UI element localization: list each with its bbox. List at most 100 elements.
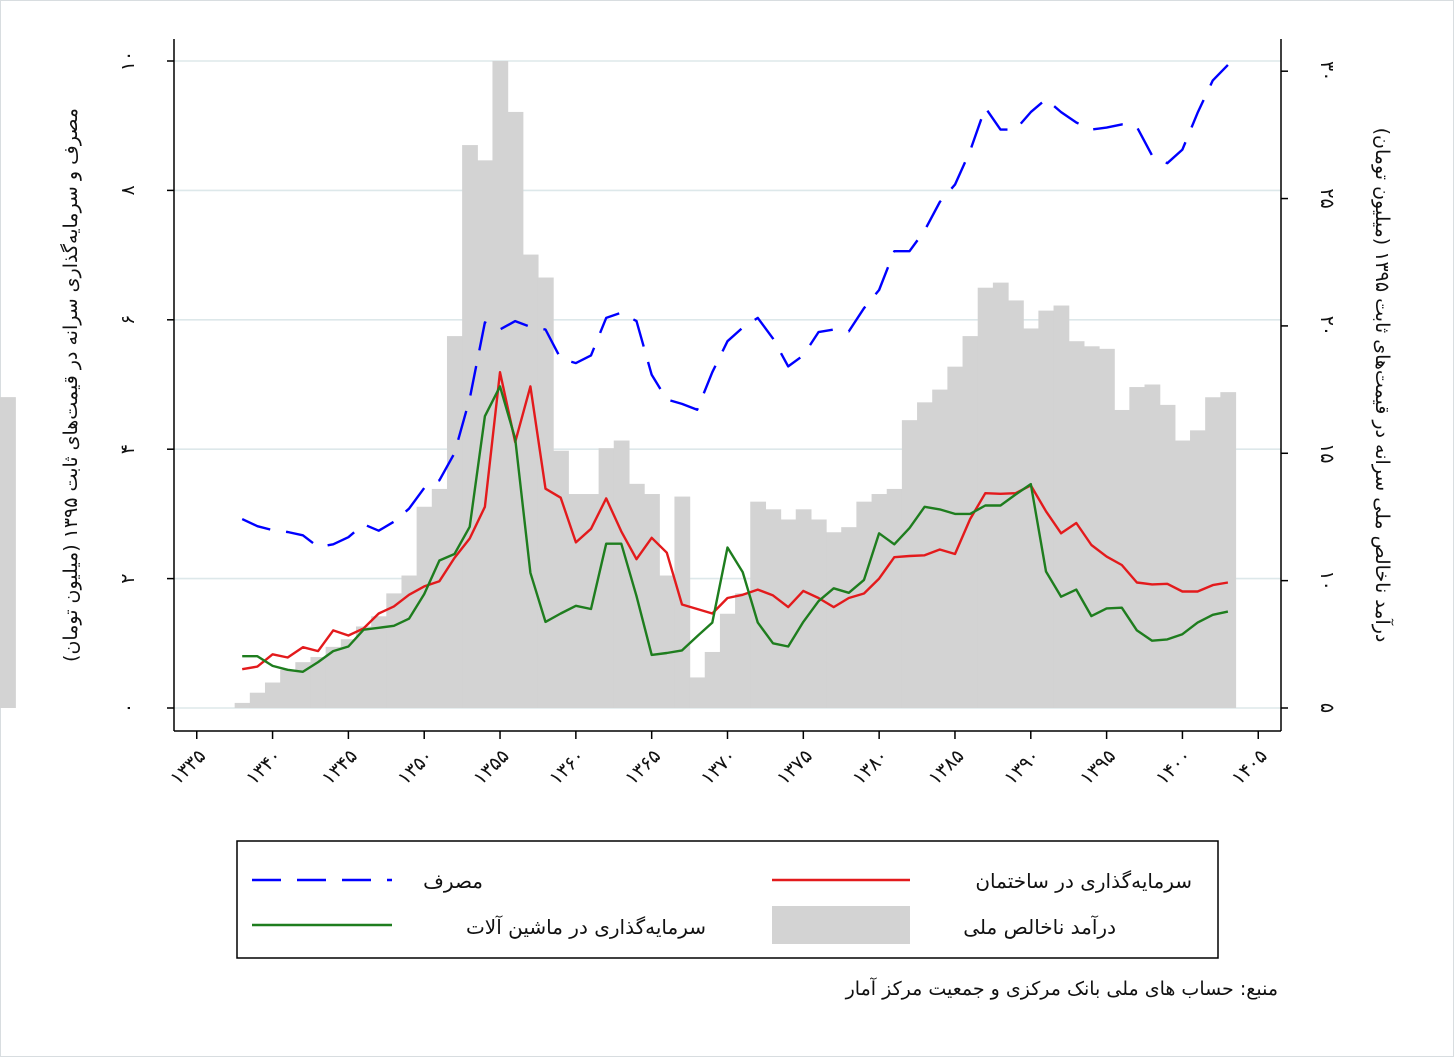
gni-bar (810, 519, 827, 708)
y-left-tick-label: ۶ (117, 315, 139, 325)
gni-bar (1114, 409, 1130, 708)
gni-bar (1220, 392, 1237, 708)
gni-bar (1144, 384, 1161, 708)
gni-bar (1008, 300, 1024, 708)
gni-bar (735, 593, 751, 708)
y-left-tick-label: ۱۰ (117, 51, 139, 71)
gni-bar (780, 519, 797, 708)
y-left-axis-title: مصرف و سرمایه‌گذاری سرانه در قیمت‌های ثا… (59, 108, 82, 662)
gni-bar (1053, 305, 1070, 708)
legend-label-consumption: مصرف (423, 869, 483, 893)
y-right-axis-title: درآمد ناخالص ملی سرانه در قیمت‌های ثابت … (1371, 128, 1395, 643)
gni-bar (1205, 397, 1221, 708)
y-right-tick-label: ۵ (1316, 703, 1338, 713)
gni-bar (1129, 387, 1146, 708)
x-tick-label: ۱۳۴۵ (317, 745, 361, 789)
gni-bar (280, 669, 296, 708)
x-tick-label: ۱۳۸۰ (848, 745, 892, 789)
gni-bar (401, 575, 418, 708)
x-tick-label: ۱۳۶۰ (545, 745, 589, 789)
gni-bar (522, 254, 539, 708)
gni-bar (977, 287, 994, 708)
gni-bar (826, 532, 842, 708)
y-left-tick-label: ۰ (117, 703, 139, 713)
y-right-tick-label: ۳۰ (1316, 61, 1338, 81)
legend-label-construction: سرمایه‌گذاری در ساختمان (975, 869, 1192, 893)
x-tick-label: ۱۳۳۵ (166, 745, 210, 789)
gni-bar (446, 336, 463, 708)
gni-bar (386, 593, 403, 708)
gni-bar (492, 61, 509, 708)
source-note: منبع: حساب های ملی بانک مرکزی و جمعیت مر… (845, 978, 1278, 1000)
y-left-tick-label: ۸ (117, 185, 139, 195)
gni-bar (295, 662, 312, 708)
legend-label-machinery: سرمایه‌گذاری در ماشین آلات (466, 914, 706, 939)
gni-bar (689, 677, 706, 708)
x-tick-label: ۱۴۰۵ (1227, 745, 1271, 789)
legend-swatch-gni (772, 906, 910, 944)
x-tick-label: ۱۳۵۰ (393, 745, 437, 789)
gni-bar (659, 575, 676, 708)
gni-bar (901, 420, 918, 708)
gni-bar (598, 448, 615, 708)
gni-bar (1038, 310, 1055, 708)
gni-bar (947, 366, 964, 708)
gni-bar (644, 494, 660, 708)
legend: مصرف سرمایه‌گذاری در ساختمان سرمایه‌گذار… (236, 840, 1219, 959)
gni-bar (583, 494, 600, 708)
gni-bar (507, 111, 524, 708)
series-line (241, 371, 1229, 671)
x-tick-label: ۱۳۴۰ (242, 745, 286, 789)
y-right-tick-label: ۱۰ (1316, 570, 1338, 590)
y-right-tick-label: ۲۵ (1316, 188, 1338, 208)
x-tick-label: ۱۳۷۰ (697, 745, 741, 789)
x-tick-label: ۱۳۸۵ (924, 745, 968, 789)
x-tick-label: ۱۳۹۵ (1076, 745, 1120, 789)
gni-bar (765, 509, 782, 708)
gni-bar (613, 440, 630, 708)
gni-bar (310, 657, 327, 708)
gni-bars (0, 61, 1237, 708)
ticks: ۰ ۲ ۴ ۶ ۸ ۱۰ ۵ ۱۰ ۱۵ ۲۰ ۲۵ ۳۰ ۱۳۳۵ ۱۳۴۰ ۱۳۴۵ ۱۳۵۰ ۱۳۵۵ ۱۳… (117, 51, 1338, 790)
gni-bar (371, 616, 387, 708)
series-line (241, 64, 1229, 549)
gni-bar (1099, 348, 1115, 708)
gni-bar (477, 160, 494, 708)
gni-bar (856, 501, 873, 708)
gni-bar (1083, 346, 1100, 708)
y-right-tick-label: ۲۰ (1316, 316, 1338, 336)
gni-bar (704, 651, 721, 708)
gni-bar (416, 506, 433, 708)
gni-bar (1174, 440, 1191, 708)
gni-bar (264, 682, 281, 708)
gni-bar (962, 336, 979, 708)
x-tick-label: ۱۴۰۰ (1152, 745, 1196, 789)
x-tick-label: ۱۳۵۵ (469, 745, 513, 789)
gni-bar (462, 145, 478, 708)
gni-bar (355, 626, 372, 708)
gni-bar (871, 494, 888, 708)
gni-bar (719, 613, 736, 708)
gni-bar (325, 646, 342, 708)
gni-bar (249, 692, 266, 708)
series-line (242, 385, 1229, 673)
gni-bar (1023, 328, 1039, 708)
gni-bar (1159, 404, 1176, 708)
gni-bar (750, 501, 767, 708)
y-left-tick-label: ۴ (117, 444, 139, 454)
legend-box (236, 840, 1219, 959)
x-tick-label: ۱۳۹۰ (1000, 745, 1044, 789)
legend-label-gni: درآمد ناخالص ملی (963, 914, 1116, 939)
series-lines (241, 64, 1229, 673)
gni-bar (553, 450, 569, 708)
gni-bar (431, 488, 448, 708)
gni-bar (992, 282, 1009, 708)
gni-bar (0, 397, 16, 708)
y-left-tick-label: ۲ (117, 573, 139, 583)
gni-bar (537, 277, 554, 708)
y-right-tick-label: ۱۵ (1316, 443, 1338, 463)
x-tick-label: ۱۳۷۵ (772, 745, 816, 789)
gni-bar (795, 509, 812, 708)
gni-bar (1190, 430, 1206, 708)
